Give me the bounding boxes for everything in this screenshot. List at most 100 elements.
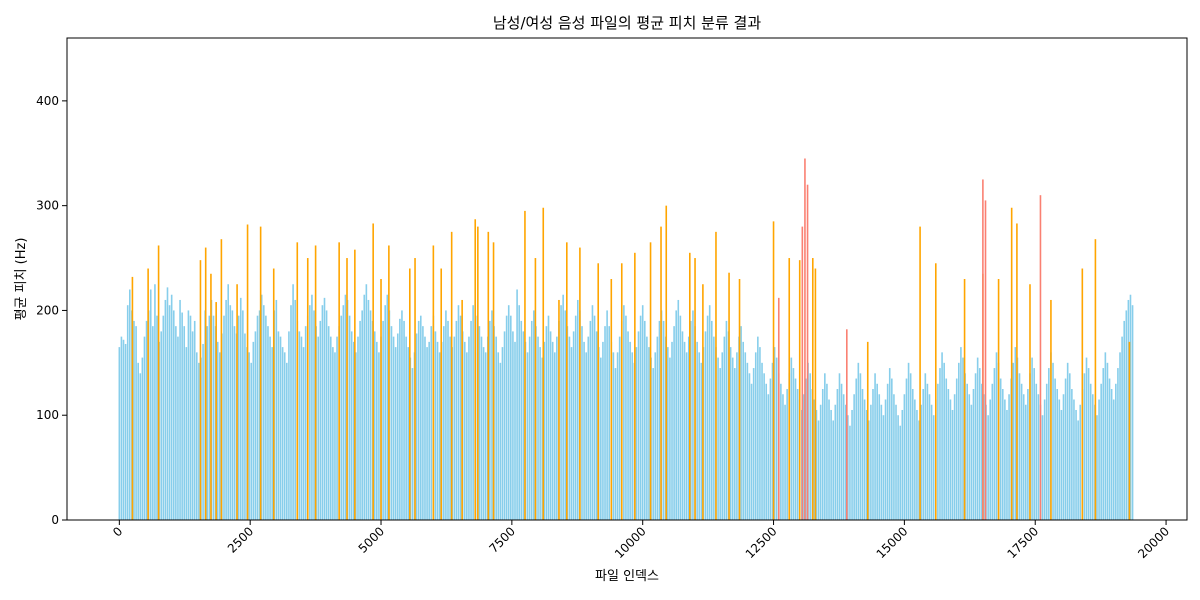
bar-blue-424 [1006,409,1008,520]
bar-blue-60 [244,333,246,520]
bar-blue-65 [254,331,257,520]
bar-blue-104 [336,336,338,520]
bar-blue-442 [1043,399,1046,520]
bar-orange-13 [306,258,309,520]
bar-blue-313 [773,347,776,520]
bar-blue-212 [562,294,564,520]
bar-blue-373 [899,425,901,520]
bar-blue-295 [736,352,738,520]
bar-blue-77 [279,336,282,520]
bar-blue-345 [840,383,843,520]
bar-orange-65 [1081,268,1084,520]
bar-blue-198 [533,310,535,520]
bar-blue-197 [530,320,533,520]
bar-blue-242 [625,315,627,520]
bar-orange-63 [1029,284,1031,520]
bar-blue-96 [319,320,322,520]
bar-blue-327 [803,394,805,520]
bar-blue-388 [930,404,933,520]
bar-blue-142 [415,333,418,520]
bar-blue-193 [522,331,525,520]
bar-blue-462 [1085,357,1088,520]
bar-blue-342 [834,404,837,520]
bar-blue-266 [675,310,677,520]
bar-blue-369 [891,378,893,520]
bar-blue-232 [604,326,606,520]
bar-orange-23 [432,245,435,520]
bar-blue-191 [518,305,520,520]
bar-blue-52 [227,284,229,520]
bar-blue-126 [382,320,384,520]
bar-blue-425 [1008,394,1010,520]
bar-blue-31 [183,326,186,520]
bar-blue-70 [265,315,267,520]
bar-blue-201 [539,347,541,520]
y-tick-label-1: 100 [36,408,59,422]
bar-blue-290 [725,320,728,520]
bar-blue-45 [212,315,215,520]
bar-red-7 [1039,195,1042,521]
bar-blue-238 [616,352,619,520]
bar-blue-192 [520,320,523,520]
bar-blue-412 [981,383,983,520]
bar-blue-135 [401,310,403,520]
bar-blue-62 [248,352,250,520]
bar-blue-66 [256,315,259,520]
bar-blue-157 [447,320,449,520]
bar-blue-167 [468,336,470,520]
bar-blue-423 [1004,399,1006,520]
bar-orange-57 [934,263,937,520]
bar-blue-16 [152,326,154,520]
bar-blue-399 [953,394,956,520]
bar-blue-258 [658,320,661,520]
bar-blue-180 [495,336,497,520]
bar-blue-335 [819,404,822,520]
bar-blue-452 [1064,378,1067,520]
bar-blue-50 [223,315,225,520]
bar-blue-360 [872,389,874,520]
bar-blue-400 [955,378,958,520]
bar-blue-251 [643,320,646,520]
bar-blue-473 [1108,378,1111,520]
bar-blue-38 [198,362,200,520]
bar-blue-359 [870,404,872,520]
bar-blue-73 [271,347,273,520]
bar-blue-354 [859,373,862,520]
x-tick-label-1: 2500 [225,524,256,555]
bar-blue-263 [669,357,671,520]
bar-blue-205 [547,315,550,520]
bar-blue-293 [731,357,734,520]
bar-blue-353 [857,362,860,520]
bar-orange-27 [474,219,477,520]
bar-blue-97 [321,305,324,520]
bar-blue-223 [585,352,587,520]
bar-orange-50 [772,221,775,520]
bar-blue-203 [543,341,546,520]
bar-blue-99 [325,310,328,520]
bar-blue-119 [367,299,370,520]
bar-red-1 [801,226,804,521]
bar-blue-455 [1071,389,1073,520]
bar-blue-361 [874,373,876,520]
bar-blue-394 [943,362,945,520]
bar-blue-47 [216,341,219,520]
bar-blue-231 [602,341,604,520]
bar-blue-80 [286,362,288,520]
bar-blue-300 [746,362,749,520]
bar-blue-294 [734,368,736,520]
bar-blue-406 [968,394,971,520]
bar-blue-147 [426,347,428,520]
bar-blue-108 [344,294,347,520]
bar-blue-23 [166,287,169,520]
bar-blue-93 [313,310,315,520]
bar-blue-107 [342,305,345,520]
bar-blue-318 [784,404,786,520]
bar-orange-9 [246,224,249,520]
bar-blue-265 [673,326,675,520]
bar-orange-32 [534,258,537,520]
bar-blue-407 [970,404,973,520]
bar-blue-264 [671,341,673,520]
bar-blue-8 [135,326,137,520]
bar-orange-62 [1016,223,1018,520]
bar-blue-319 [786,389,788,520]
